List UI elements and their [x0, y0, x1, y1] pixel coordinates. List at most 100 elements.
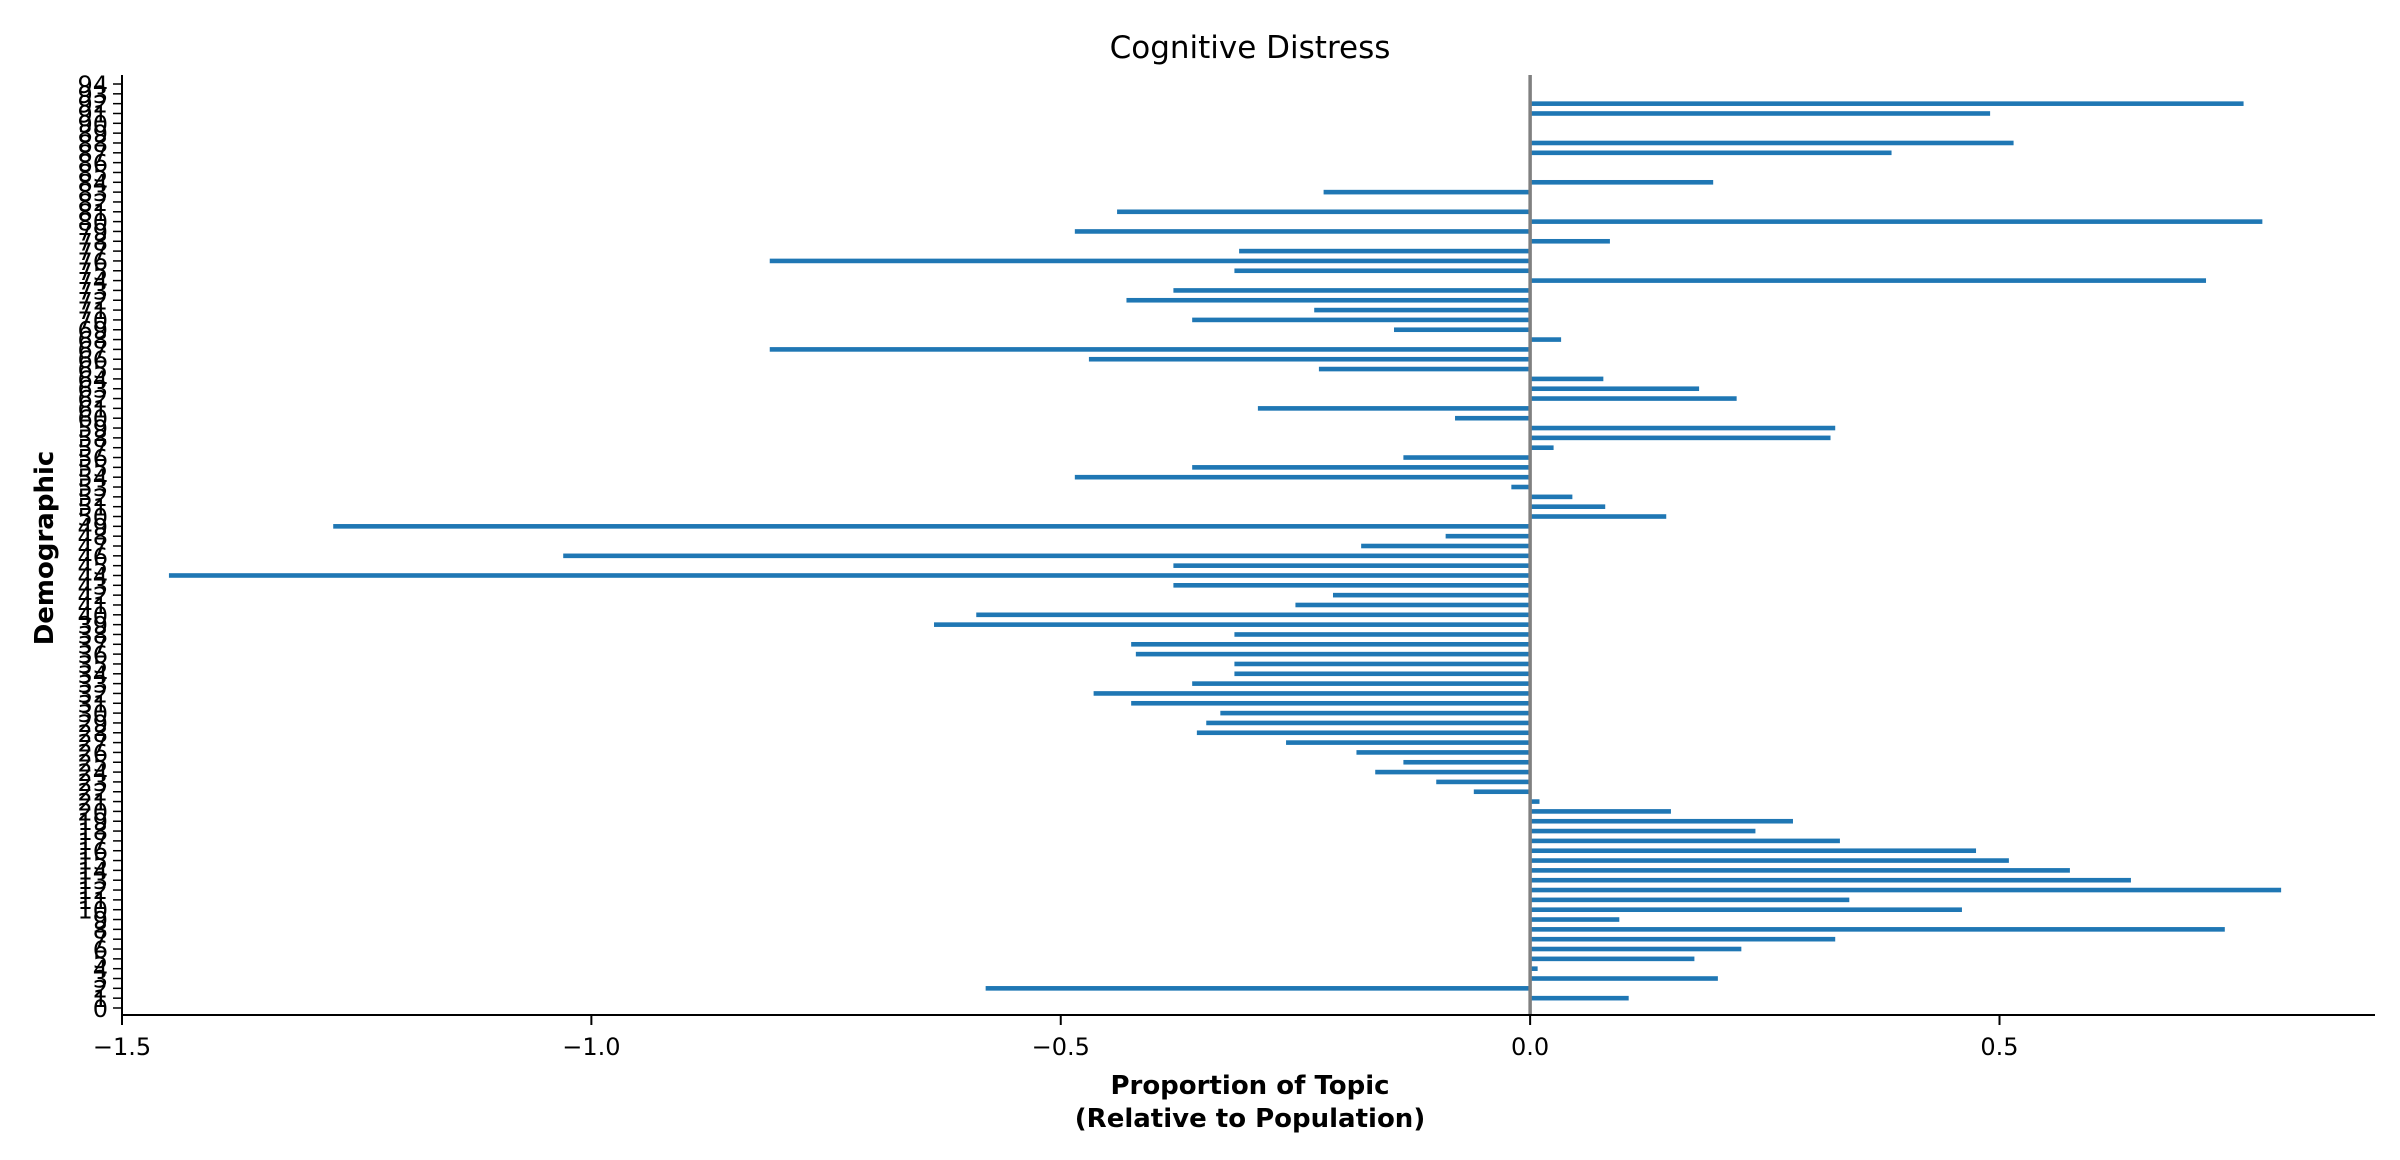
- y-tick-label: 64: [77, 366, 108, 394]
- bar-51: [1530, 504, 1606, 509]
- y-tick-label: 33: [77, 671, 108, 699]
- bar-83: [1323, 189, 1531, 195]
- bar-92: [1530, 101, 2244, 106]
- y-tick-label: 52: [77, 484, 108, 512]
- y-ticks: 0123456789101112131415161718192021222324…: [77, 71, 122, 1023]
- y-tick-label: 83: [77, 179, 108, 207]
- y-tick-label: 10: [77, 897, 108, 925]
- bar-24: [1375, 769, 1531, 775]
- y-tick-label: 70: [77, 307, 108, 335]
- bar-54: [1074, 474, 1531, 480]
- bar-33: [1192, 681, 1531, 686]
- bar-38: [1234, 632, 1531, 637]
- y-tick-label: 86: [77, 150, 108, 178]
- y-tick-label: 21: [77, 789, 108, 817]
- bar-11: [1530, 897, 1850, 903]
- bar-20: [1530, 809, 1671, 814]
- y-tick-label: 29: [77, 710, 108, 738]
- bar-42: [1332, 592, 1531, 598]
- y-tick-label: 41: [77, 592, 108, 620]
- y-tick-label: 93: [77, 81, 108, 109]
- y-tick-label: 43: [77, 572, 108, 600]
- bar-61: [1257, 406, 1531, 411]
- y-tick-label: 23: [77, 769, 108, 797]
- bar-76: [769, 258, 1531, 264]
- y-tick-label: 44: [77, 562, 108, 590]
- y-tick-label: 11: [77, 887, 108, 915]
- y-tick-label: 20: [77, 798, 108, 826]
- bar-52: [1530, 494, 1573, 500]
- bar-80: [1530, 219, 2263, 224]
- y-tick-label: 38: [77, 621, 108, 649]
- y-tick-label: 71: [77, 297, 108, 325]
- bar-32: [1093, 691, 1531, 696]
- y-tick-label: 18: [77, 818, 108, 846]
- bar-48: [1445, 533, 1531, 539]
- bar-75: [1234, 268, 1531, 274]
- bar-77: [1239, 248, 1531, 254]
- bar-22: [1473, 789, 1531, 795]
- y-tick-label: 51: [77, 494, 108, 522]
- y-tick-label: 34: [77, 661, 108, 689]
- y-tick-label: 30: [77, 700, 108, 728]
- bar-21: [1530, 799, 1540, 804]
- y-tick-label: 40: [77, 602, 108, 630]
- x-axis-label-line1: Proportion of Topic: [1110, 1071, 1389, 1101]
- bar-46: [563, 553, 1531, 559]
- y-tick-label: 92: [77, 91, 108, 119]
- bar-12: [1530, 887, 2282, 893]
- bar-26: [1356, 750, 1531, 755]
- y-tick-label: 54: [77, 464, 108, 492]
- y-tick-label: 48: [77, 523, 108, 551]
- bar-73: [1173, 288, 1531, 293]
- y-tick-label: 75: [77, 258, 108, 286]
- y-tick-label: 91: [77, 100, 108, 128]
- y-axis-label: Demographic: [30, 451, 60, 646]
- y-tick-label: 16: [77, 838, 108, 866]
- bar-62: [1530, 396, 1737, 401]
- bar-37: [1131, 641, 1531, 647]
- bar-70: [1192, 317, 1531, 323]
- bar-57: [1530, 445, 1554, 451]
- y-tick-label: 89: [77, 120, 108, 148]
- y-tick-label: 17: [77, 828, 108, 856]
- bar-7: [1530, 936, 1836, 942]
- y-tick-label: 62: [77, 386, 108, 414]
- bar-58: [1530, 435, 1831, 441]
- y-tick-label: 5: [93, 946, 108, 974]
- y-tick-label: 9: [93, 907, 108, 935]
- y-tick-label: 32: [77, 680, 108, 708]
- y-tick-label: 63: [77, 376, 108, 404]
- bar-30: [1220, 710, 1531, 716]
- y-tick-label: 82: [77, 189, 108, 217]
- y-tick-label: 61: [77, 395, 108, 423]
- bar-16: [1530, 848, 1977, 854]
- y-tick-label: 76: [77, 248, 108, 276]
- y-tick-label: 6: [93, 936, 108, 964]
- bar-47: [1361, 543, 1531, 549]
- y-tick-label: 49: [77, 513, 108, 541]
- y-tick-label: 73: [77, 277, 108, 305]
- y-tick-label: 59: [77, 415, 108, 443]
- bar-44: [168, 573, 1531, 578]
- y-tick-label: 56: [77, 445, 108, 473]
- y-tick-label: 0: [93, 995, 108, 1023]
- bar-87: [1530, 150, 1892, 156]
- bar-56: [1403, 455, 1531, 460]
- x-tick-label: 0.5: [1980, 1033, 2018, 1061]
- bar-40: [976, 612, 1531, 618]
- bar-43: [1173, 583, 1531, 588]
- bar-50: [1530, 514, 1667, 519]
- bar-45: [1173, 563, 1531, 568]
- y-tick-label: 14: [77, 857, 108, 885]
- bar-84: [1530, 179, 1714, 185]
- bar-81: [1117, 209, 1531, 215]
- bar-23: [1436, 779, 1531, 785]
- y-tick-label: 94: [77, 71, 108, 99]
- y-tick-label: 90: [77, 110, 108, 138]
- bar-3: [1530, 976, 1718, 981]
- y-tick-label: 60: [77, 405, 108, 433]
- y-tick-label: 80: [77, 209, 108, 237]
- y-tick-label: 78: [77, 228, 108, 256]
